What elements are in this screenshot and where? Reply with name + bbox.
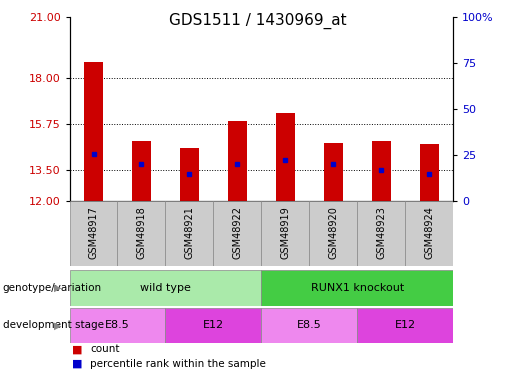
Text: ■: ■	[72, 359, 82, 369]
FancyBboxPatch shape	[70, 201, 117, 266]
FancyBboxPatch shape	[70, 270, 261, 306]
Text: wild type: wild type	[140, 283, 191, 293]
Text: GSM48918: GSM48918	[136, 206, 146, 259]
Bar	[132, 141, 151, 201]
Text: GSM48920: GSM48920	[328, 206, 338, 259]
FancyBboxPatch shape	[357, 308, 453, 343]
Bar	[372, 141, 391, 201]
FancyBboxPatch shape	[261, 308, 357, 343]
Bar	[276, 113, 295, 201]
Text: E12: E12	[203, 320, 224, 330]
Text: development stage: development stage	[3, 320, 104, 330]
Bar	[84, 62, 103, 201]
Text: count: count	[90, 345, 119, 354]
Text: GSM48919: GSM48919	[280, 206, 290, 259]
Text: ▶: ▶	[55, 320, 62, 330]
Text: E8.5: E8.5	[105, 320, 130, 330]
Bar	[324, 144, 343, 201]
Text: ▶: ▶	[55, 283, 62, 293]
FancyBboxPatch shape	[357, 201, 405, 266]
Text: percentile rank within the sample: percentile rank within the sample	[90, 359, 266, 369]
FancyBboxPatch shape	[310, 201, 357, 266]
Bar	[180, 147, 199, 201]
Text: E8.5: E8.5	[297, 320, 322, 330]
Bar	[420, 144, 439, 201]
Text: genotype/variation: genotype/variation	[3, 283, 101, 293]
Text: RUNX1 knockout: RUNX1 knockout	[311, 283, 404, 293]
FancyBboxPatch shape	[213, 201, 261, 266]
FancyBboxPatch shape	[70, 308, 165, 343]
Text: ■: ■	[72, 345, 82, 354]
FancyBboxPatch shape	[117, 201, 165, 266]
FancyBboxPatch shape	[165, 308, 261, 343]
FancyBboxPatch shape	[261, 270, 453, 306]
Text: GSM48922: GSM48922	[232, 206, 243, 259]
Text: GSM48917: GSM48917	[89, 206, 98, 259]
Text: GSM48921: GSM48921	[184, 206, 195, 259]
Text: E12: E12	[394, 320, 416, 330]
Text: GSM48924: GSM48924	[424, 206, 434, 259]
FancyBboxPatch shape	[405, 201, 453, 266]
Text: GSM48923: GSM48923	[376, 206, 386, 259]
FancyBboxPatch shape	[165, 201, 213, 266]
Text: GDS1511 / 1430969_at: GDS1511 / 1430969_at	[169, 13, 346, 29]
FancyBboxPatch shape	[261, 201, 310, 266]
Bar	[228, 121, 247, 201]
